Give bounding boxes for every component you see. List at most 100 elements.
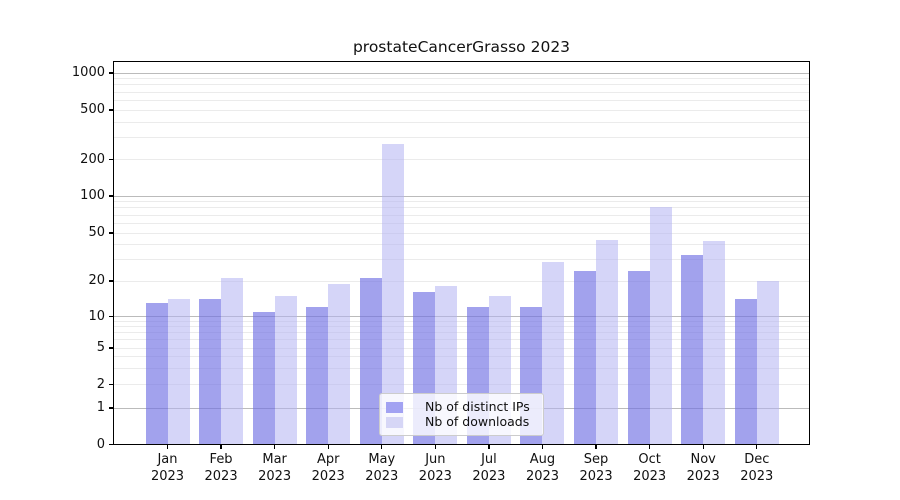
y-tick-label: 200: [80, 151, 105, 167]
x-tick-label: Nov 2023: [673, 451, 733, 485]
plot-area: [113, 61, 810, 445]
x-tick-year: 2023: [740, 469, 774, 484]
chart-title: prostateCancerGrasso 2023: [352, 38, 571, 56]
y-tick-label: 2: [96, 376, 105, 392]
y-tick-mark: [109, 232, 113, 234]
y-tick-label: 0: [96, 436, 105, 452]
x-tick-month: Jul: [481, 452, 497, 467]
x-tick-month: Sep: [583, 452, 609, 467]
y-tick-label: 1: [96, 400, 105, 415]
bar-downloads-mar: [274, 295, 297, 445]
x-tick-mark: [649, 445, 651, 449]
x-tick-year: 2023: [633, 469, 667, 484]
bar-downloads-aug: [542, 261, 565, 445]
gridline-minor: [113, 244, 810, 246]
gridline-minor: [113, 159, 810, 160]
gridline-minor: [113, 280, 810, 282]
x-tick-month: Nov: [690, 452, 716, 467]
x-tick-year: 2023: [258, 469, 292, 484]
gridline-minor: [113, 201, 810, 203]
gridline-minor: [113, 232, 810, 234]
bar-downloads-may: [381, 144, 404, 445]
x-tick-year: 2023: [418, 469, 452, 484]
bar-downloads-jan: [167, 299, 190, 445]
x-tick-year: 2023: [686, 469, 720, 484]
gridline-minor: [113, 121, 810, 123]
bar-distinct-ips-feb: [199, 299, 222, 445]
bar-distinct-ips-oct: [627, 271, 650, 445]
gridline-minor: [113, 367, 810, 369]
legend-label-downloads: Nb of downloads: [425, 414, 530, 429]
y-tick-label: 500: [80, 102, 105, 117]
x-tick-year: 2023: [579, 469, 613, 484]
gridline-minor: [113, 78, 810, 80]
x-tick-year: 2023: [150, 469, 185, 484]
gridline-minor: [113, 207, 810, 209]
y-tick-mark: [109, 158, 113, 161]
x-tick-month: May: [368, 452, 396, 467]
x-tick-month: Mar: [262, 452, 287, 467]
x-tick-month: Jun: [425, 452, 446, 467]
x-tick-mark: [381, 445, 383, 449]
x-tick-year: 2023: [472, 469, 506, 484]
y-tick-mark: [109, 315, 113, 318]
x-tick-mark: [702, 445, 704, 449]
bar-downloads-nov: [703, 240, 726, 445]
x-tick-mark: [166, 445, 169, 449]
gridline-minor: [113, 109, 810, 111]
x-tick-mark: [488, 445, 490, 449]
y-tick-label: 1000: [71, 65, 105, 80]
gridline-minor: [113, 347, 810, 349]
x-tick-year: 2023: [204, 469, 238, 484]
bar-distinct-ips-dec: [734, 299, 757, 445]
gridline-minor: [113, 137, 810, 139]
x-tick-label: Dec 2023: [727, 451, 787, 485]
legend-swatch-downloads: [386, 416, 403, 428]
x-tick-mark: [327, 445, 329, 449]
y-tick-mark: [109, 72, 113, 74]
x-tick-mark: [274, 445, 276, 449]
gridline-major: [113, 72, 810, 74]
legend-label-distinct-ips: Nb of distinct IPs: [425, 399, 530, 414]
y-tick-label: 10: [88, 308, 105, 324]
x-tick-label: Mar 2023: [245, 451, 305, 485]
gridline-major: [113, 316, 810, 317]
gridline-minor: [113, 320, 810, 322]
y-tick-mark: [109, 280, 113, 282]
y-tick-label: 100: [80, 188, 105, 203]
x-tick-label: Jan 2023: [138, 451, 198, 485]
gridline-minor: [113, 214, 810, 216]
bar-downloads-sep: [596, 239, 619, 445]
x-tick-month: Oct: [638, 452, 661, 467]
y-tick-mark: [109, 347, 113, 349]
x-tick-year: 2023: [365, 469, 399, 484]
bar-downloads-oct: [649, 207, 672, 445]
bar-distinct-ips-may: [359, 278, 382, 445]
x-tick-label: May 2023: [352, 451, 412, 485]
bar-distinct-ips-sep: [574, 271, 597, 445]
x-tick-label: Feb 2023: [191, 451, 251, 485]
x-tick-month: Dec: [744, 452, 770, 467]
x-tick-label: Apr 2023: [298, 451, 358, 485]
legend-swatch-distinct-ips: [386, 401, 403, 413]
bar-downloads-dec: [756, 281, 779, 445]
y-tick-mark: [109, 195, 113, 197]
legend-item-downloads: Nb of downloads: [386, 415, 536, 429]
bar-distinct-ips-apr: [306, 307, 329, 445]
bar-downloads-apr: [328, 283, 351, 445]
x-tick-label: Aug 2023: [512, 451, 572, 485]
gridline-minor: [113, 384, 810, 385]
x-tick-month: Feb: [209, 452, 233, 467]
y-tick-label: 50: [88, 225, 105, 240]
x-tick-month: Apr: [316, 452, 340, 467]
gridline-minor: [113, 91, 810, 93]
gridline-minor: [113, 332, 810, 334]
y-tick-label: 5: [96, 340, 105, 355]
x-tick-year: 2023: [525, 469, 560, 484]
y-tick-label: 20: [88, 273, 105, 288]
gridline-minor: [113, 84, 810, 86]
bar-distinct-ips-mar: [252, 311, 275, 445]
gridline-minor: [113, 222, 810, 224]
x-tick-mark: [756, 445, 758, 449]
